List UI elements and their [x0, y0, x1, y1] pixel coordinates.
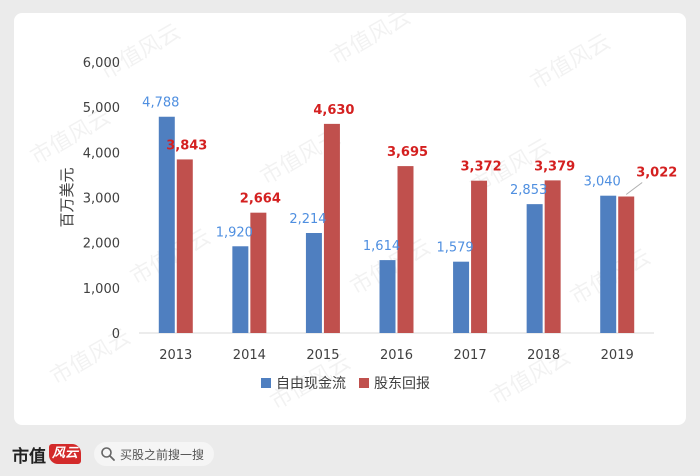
data-label-free-cash-flow: 2,853	[510, 183, 547, 198]
watermark-text-2: 市值风云	[526, 30, 615, 96]
bar-free-cash-flow	[305, 233, 322, 333]
data-label-shareholder-return: 4,630	[313, 103, 354, 118]
y-tick-label: 3,000	[83, 192, 120, 207]
brand-mark: 风云	[49, 444, 82, 464]
data-label-shareholder-return: 3,022	[636, 166, 677, 181]
data-label-shareholder-return: 3,372	[461, 160, 502, 175]
data-label-free-cash-flow: 1,614	[363, 239, 400, 254]
x-tick-label: 2019	[601, 348, 634, 363]
watermark-text-9: 市值风云	[46, 325, 135, 391]
data-label-shareholder-return: 3,843	[166, 138, 207, 153]
bar-shareholder-return	[618, 196, 635, 333]
data-label-free-cash-flow: 4,788	[142, 96, 179, 111]
x-tick-label: 2017	[454, 348, 487, 363]
bar-chart: 市值风云市值风云市值风云市值风云市值风云市值风云市值风云市值风云市值风云市值风云…	[26, 13, 677, 415]
bar-free-cash-flow	[158, 116, 175, 333]
legend-swatch-shareholder-return	[359, 378, 369, 388]
data-label-free-cash-flow: 2,214	[289, 212, 326, 227]
y-tick-label: 0	[112, 327, 120, 342]
brand-logo[interactable]: 市值 风云	[12, 442, 82, 467]
bar-shareholder-return	[323, 123, 340, 334]
x-tick-label: 2013	[159, 348, 192, 363]
bar-free-cash-flow	[453, 261, 470, 333]
footer-bar: 市值 风云 买股之前搜一搜	[0, 434, 700, 476]
y-tick-label: 4,000	[83, 146, 120, 161]
brand-text: 市值	[12, 446, 46, 467]
bar-shareholder-return	[471, 180, 488, 333]
bar-shareholder-return	[250, 212, 267, 333]
y-tick-label: 1,000	[83, 282, 120, 297]
x-tick-label: 2014	[233, 348, 266, 363]
data-label-shareholder-return: 3,695	[387, 145, 428, 160]
bar-shareholder-return	[176, 159, 193, 333]
legend-swatch-free-cash-flow	[261, 378, 271, 388]
data-label-free-cash-flow: 1,579	[436, 241, 473, 256]
data-label-free-cash-flow: 3,040	[584, 175, 621, 190]
data-label-free-cash-flow: 1,920	[216, 225, 253, 240]
y-tick-label: 6,000	[83, 56, 120, 71]
y-tick-label: 2,000	[83, 237, 120, 252]
data-label-shareholder-return: 2,664	[240, 192, 281, 207]
search-icon	[101, 447, 115, 461]
search-placeholder: 买股之前搜一搜	[120, 447, 205, 462]
x-tick-label: 2016	[380, 348, 413, 363]
chart-card: 市值风云市值风云市值风云市值风云市值风云市值风云市值风云市值风云市值风云市值风云…	[14, 13, 686, 425]
bar-free-cash-flow	[600, 195, 617, 333]
bar-shareholder-return	[397, 166, 414, 333]
bar-shareholder-return	[544, 180, 561, 333]
y-tick-label: 5,000	[83, 101, 120, 116]
search-box[interactable]: 买股之前搜一搜	[94, 442, 214, 466]
legend-label-free-cash-flow: 自由现金流	[276, 376, 346, 392]
watermark-text-0: 市值风云	[96, 20, 185, 86]
data-label-leader-line	[625, 182, 643, 195]
legend-label-shareholder-return: 股东回报	[374, 376, 430, 392]
bar-free-cash-flow	[379, 260, 396, 333]
data-label-shareholder-return: 3,379	[534, 159, 575, 174]
watermark-text-1: 市值风云	[326, 13, 415, 70]
bar-free-cash-flow	[526, 204, 543, 333]
x-tick-label: 2015	[306, 348, 339, 363]
x-tick-label: 2018	[527, 348, 560, 363]
y-axis-title: 百万美元	[58, 167, 76, 227]
bar-free-cash-flow	[232, 246, 249, 333]
